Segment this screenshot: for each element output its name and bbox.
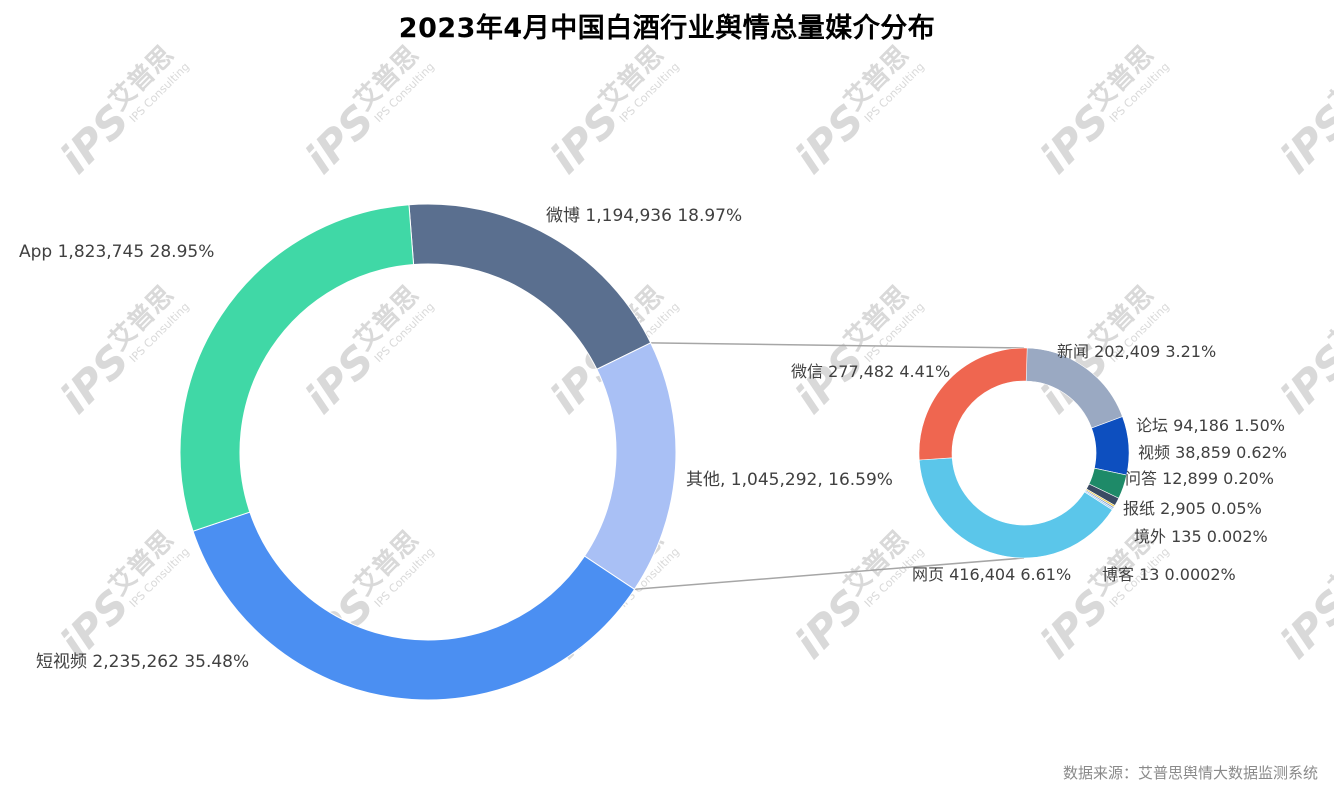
- main-donut: [179, 203, 677, 701]
- watermark-brand: iPS: [1271, 95, 1334, 183]
- slice-label-网页: 网页 416,404 6.61%: [912, 565, 1071, 584]
- slice-label-App: App 1,823,745 28.95%: [19, 242, 214, 262]
- source-note: 数据来源：艾普思舆情大数据监测系统: [1062, 764, 1318, 782]
- slice-label-其他: 其他, 1,045,292, 16.59%: [686, 470, 893, 490]
- watermark-brand: iPS: [1271, 335, 1334, 423]
- slice-label-视频: 视频 38,859 0.62%: [1138, 443, 1287, 462]
- connector-line-top: [650, 342, 1025, 349]
- slice-label-境外: 境外 135 0.002%: [1134, 527, 1268, 546]
- connector-line-bottom: [634, 557, 1025, 591]
- slice-App: [179, 204, 415, 532]
- slice-label-微博: 微博 1,194,936 18.97%: [546, 206, 742, 226]
- slice-label-微信: 微信 277,482 4.41%: [791, 362, 950, 381]
- slice-label-短视频: 短视频 2,235,262 35.48%: [36, 652, 249, 672]
- chart-title: 2023年4月中国白酒行业舆情总量媒介分布: [398, 13, 936, 44]
- slice-label-博客: 博客 13 0.0002%: [1102, 565, 1236, 584]
- connector-lines: [634, 342, 1025, 591]
- slice-微博: [408, 203, 652, 370]
- slice-label-问答: 问答 12,899 0.20%: [1125, 469, 1274, 488]
- slice-label-论坛: 论坛 94,186 1.50%: [1136, 416, 1285, 435]
- slice-微信: [918, 347, 1028, 461]
- watermark-brand: iPS: [1271, 580, 1334, 668]
- slice-label-报纸: 报纸 2,905 0.05%: [1123, 499, 1262, 518]
- slice-网页: [918, 457, 1113, 559]
- breakdown-donut: [918, 347, 1130, 559]
- slice-短视频: [192, 511, 636, 701]
- slice-label-新闻: 新闻 202,409 3.21%: [1057, 342, 1216, 361]
- slice-labels: 微博 1,194,936 18.97% 其他, 1,045,292, 16.59%…: [19, 206, 1287, 672]
